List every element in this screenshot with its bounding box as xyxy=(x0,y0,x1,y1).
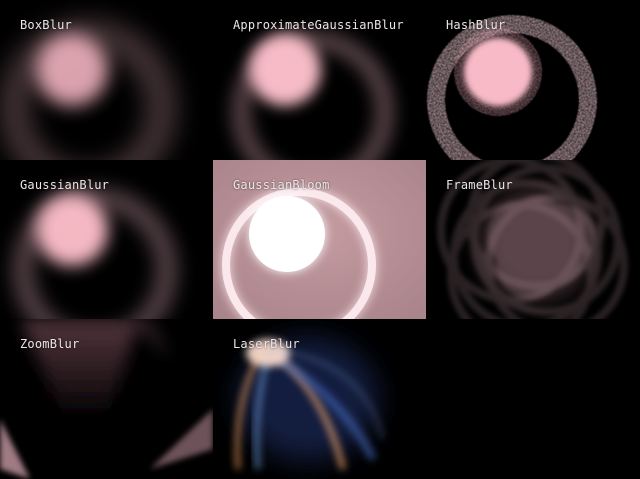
laser-blur-preview xyxy=(235,337,385,470)
frame-blur-preview xyxy=(437,160,628,319)
tile-laser-blur[interactable]: LaserBlur xyxy=(213,319,426,479)
tile-label: ApproximateGaussianBlur xyxy=(233,18,404,32)
gaussian-bloom-preview xyxy=(213,160,426,319)
tile-label: ZoomBlur xyxy=(20,337,80,351)
tile-label: FrameBlur xyxy=(446,178,513,192)
zoom-blur-preview xyxy=(0,319,213,479)
hash-blur-preview xyxy=(427,15,597,160)
tile-zoom-blur[interactable]: ZoomBlur xyxy=(0,319,213,479)
approximate-gaussian-blur-preview xyxy=(233,32,393,160)
tile-label: GaussianBlur xyxy=(20,178,110,192)
tile-label: LaserBlur xyxy=(233,337,300,351)
tile-approximate-gaussian-blur[interactable]: ApproximateGaussianBlur xyxy=(213,0,426,160)
tile-gaussian-blur[interactable]: GaussianBlur xyxy=(0,160,213,319)
tile-label: HashBlur xyxy=(446,18,506,32)
tile-label: BoxBlur xyxy=(20,18,72,32)
box-blur-preview xyxy=(3,23,173,160)
tile-frame-blur[interactable]: FrameBlur xyxy=(426,160,640,319)
tile-box-blur[interactable]: BoxBlur xyxy=(0,0,213,160)
tile-empty xyxy=(426,319,640,479)
tile-hash-blur[interactable]: HashBlur xyxy=(426,0,640,160)
gaussian-blur-preview xyxy=(14,189,176,319)
tile-gaussian-bloom[interactable]: GaussianBloom xyxy=(213,160,426,319)
tile-label: GaussianBloom xyxy=(233,178,330,192)
